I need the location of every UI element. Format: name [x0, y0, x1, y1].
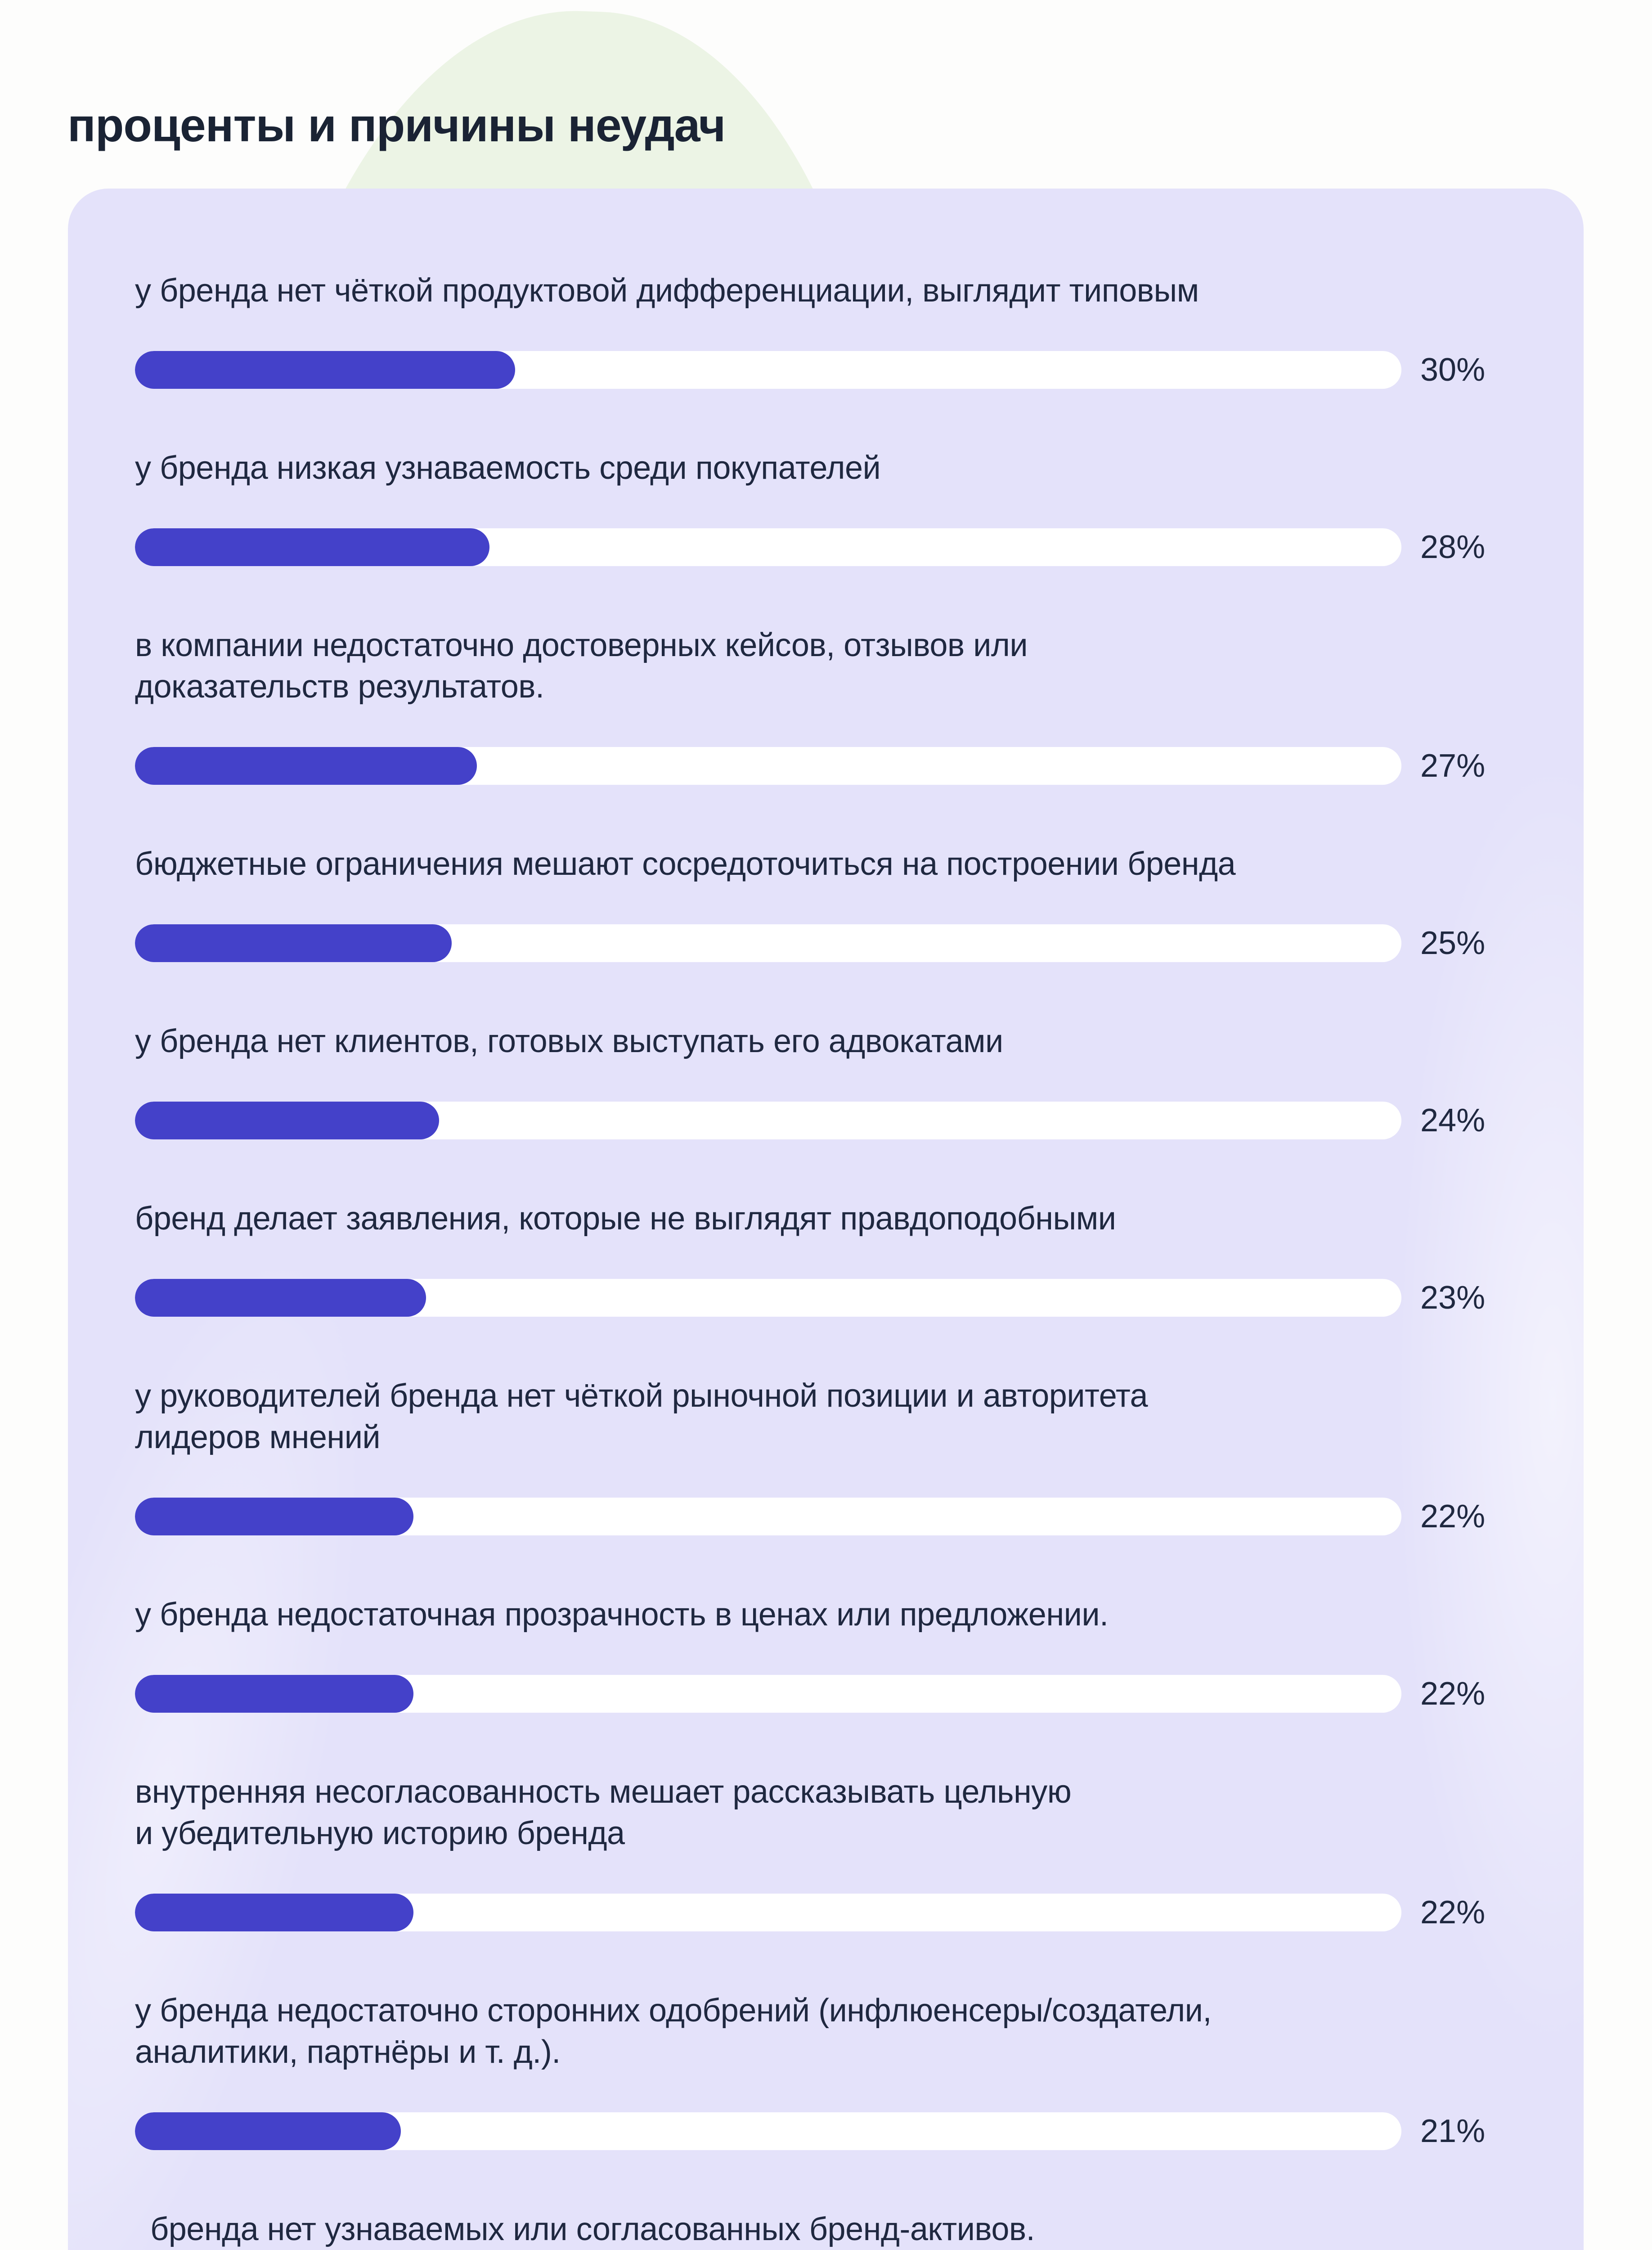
bar-track: [135, 528, 1401, 566]
bar-track: [135, 351, 1401, 389]
bar-row: внутренняя несогласованность мешает расс…: [135, 1771, 1485, 1931]
bar-row: у бренда недостаточная прозрачность в це…: [135, 1594, 1485, 1713]
value-label: 22%: [1420, 1894, 1486, 1930]
value-label: 28%: [1420, 529, 1486, 565]
bar-label: внутренняя несогласованность мешает расс…: [135, 1774, 1072, 1851]
bar-line: 27%: [135, 747, 1485, 785]
value-label: 21%: [1420, 2113, 1486, 2149]
bar-label: бюджетные ограничения мешают сосредоточи…: [135, 846, 1236, 882]
bar-label: у бренда нет клиентов, готовых выступать…: [135, 1023, 1003, 1059]
bar-track: [135, 1279, 1401, 1317]
bar-track: [135, 1498, 1401, 1535]
bar-row: бренд делает заявления, которые не выгля…: [135, 1198, 1485, 1317]
value-label: 30%: [1420, 352, 1486, 388]
bar-line: 22%: [135, 1894, 1485, 1931]
bar-track: [135, 1894, 1401, 1931]
bar-label: в компании недостаточно достоверных кейс…: [135, 627, 1028, 705]
bar-fill: [135, 924, 452, 962]
bar-fill: [135, 1894, 414, 1931]
bar-row: у руководителей бренда нет чёткой рыночн…: [135, 1375, 1485, 1535]
value-label: 25%: [1420, 925, 1486, 961]
bar-fill: [135, 528, 490, 566]
bar-line: 28%: [135, 528, 1485, 566]
bar-row: бюджетные ограничения мешают сосредоточи…: [135, 843, 1485, 962]
bar-chart: у бренда нет чёткой продуктовой дифферен…: [68, 189, 1584, 2250]
bar-fill: [135, 351, 515, 389]
bar-label: бренд делает заявления, которые не выгля…: [135, 1201, 1116, 1237]
bar-row: у бренда низкая узнаваемость среди покуп…: [135, 447, 1485, 566]
bar-row: бренда нет узнаваемых или согласованных …: [135, 2209, 1480, 2250]
bar-line: 24%: [135, 1102, 1485, 1139]
bar-label: бренда нет узнаваемых или согласованных …: [150, 2211, 1035, 2247]
bar-line: 21%: [135, 2112, 1485, 2150]
bar-fill: [135, 2112, 401, 2150]
bar-row: в компании недостаточно достоверных кейс…: [135, 625, 1485, 785]
bar-row: у бренда недостаточно сторонних одобрени…: [135, 1990, 1485, 2150]
bar-label: у руководителей бренда нет чёткой рыночн…: [135, 1378, 1148, 1455]
value-label: 27%: [1420, 748, 1486, 784]
bar-line: 22%: [135, 1675, 1485, 1713]
bar-row: у бренда нет клиентов, готовых выступать…: [135, 1021, 1485, 1139]
bar-fill: [135, 1279, 426, 1317]
bar-label: у бренда недостаточная прозрачность в це…: [135, 1597, 1109, 1633]
bar-label: у бренда недостаточно сторонних одобрени…: [135, 1993, 1212, 2070]
value-label: 24%: [1420, 1102, 1486, 1138]
bar-track: [135, 1675, 1401, 1713]
bar-fill: [135, 747, 477, 785]
chart-panel: у бренда нет чёткой продуктовой дифферен…: [68, 189, 1584, 2250]
bar-label: у бренда низкая узнаваемость среди покуп…: [135, 450, 881, 486]
bar-track: [135, 747, 1401, 785]
bar-fill: [135, 1498, 414, 1535]
bar-row: у бренда нет чёткой продуктовой дифферен…: [135, 270, 1485, 389]
bar-track: [135, 2112, 1401, 2150]
bar-line: 30%: [135, 351, 1485, 389]
value-label: 22%: [1420, 1676, 1486, 1712]
bar-line: 25%: [135, 924, 1485, 962]
bar-line: 23%: [135, 1279, 1485, 1317]
bar-label: у бренда нет чёткой продуктовой дифферен…: [135, 273, 1199, 309]
bar-fill: [135, 1675, 414, 1713]
value-label: 22%: [1420, 1498, 1486, 1534]
bar-track: [135, 924, 1401, 962]
value-label: 23%: [1420, 1280, 1486, 1316]
page-title: проценты и причины неудач: [67, 99, 726, 152]
bar-track: [135, 1102, 1401, 1139]
bar-line: 22%: [135, 1498, 1485, 1535]
bar-fill: [135, 1102, 439, 1139]
